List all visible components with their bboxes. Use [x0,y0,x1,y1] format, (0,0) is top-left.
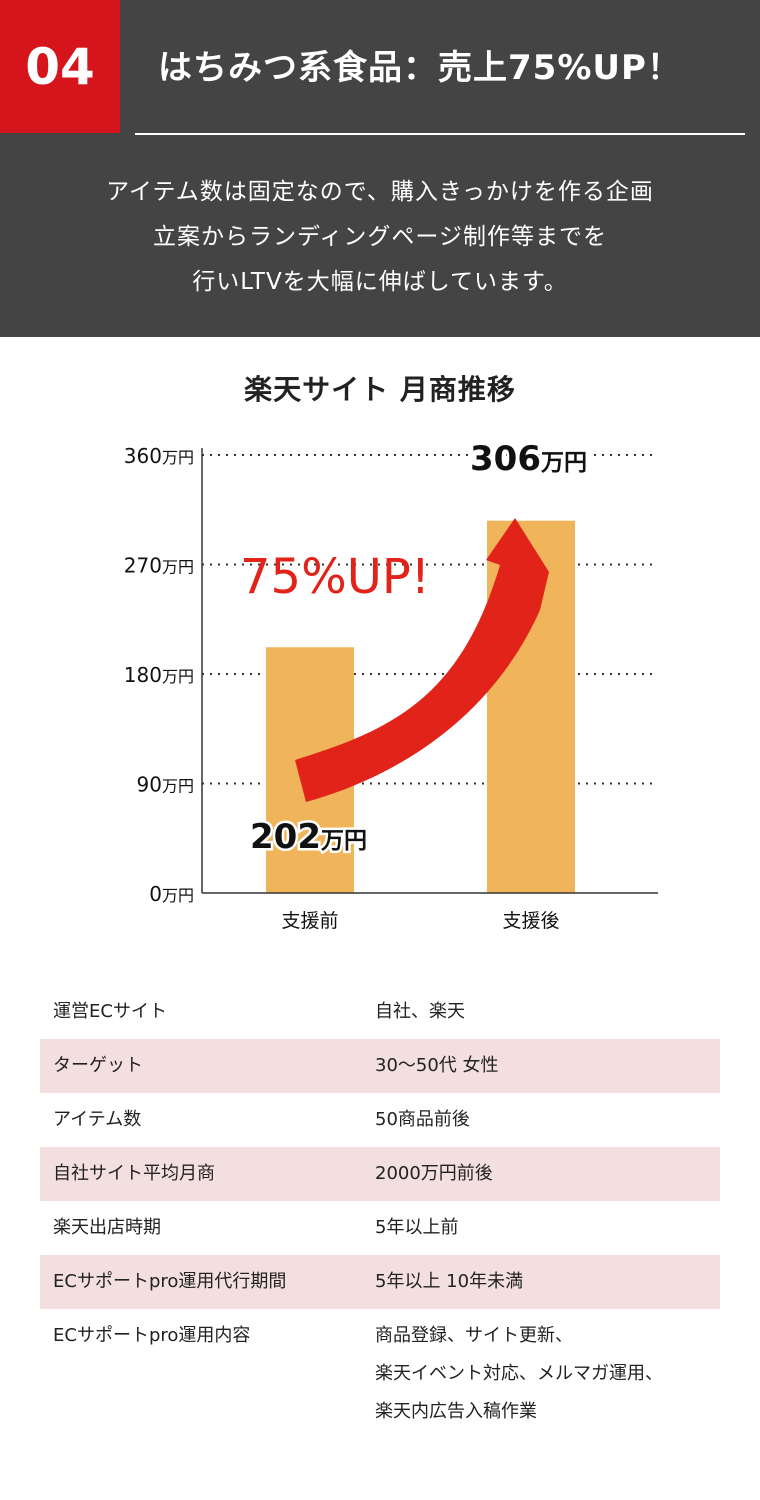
table-row: 運営ECサイト 自社、楽天 [40,985,720,1039]
case-number-badge: 04 [0,0,120,133]
row-value-line: 商品登録、サイト更新、 [375,1325,573,1346]
table-row: ECサポートpro運用内容 商品登録、サイト更新、楽天イベント対応、メルマガ運用、… [40,1309,720,1431]
growth-annotation: 75%UP! [240,549,430,605]
table-row: ターゲット 30〜50代 女性 [40,1039,720,1093]
row-value-line: 2000万円前後 [375,1163,493,1184]
table-row: 楽天出店時期 5年以上前 [40,1201,720,1255]
case-title: はちみつ系食品：売上75%UP！ [158,48,682,88]
y-tick-label: 180万円 [124,663,194,687]
chart-title: 楽天サイト 月商推移 [244,373,516,406]
y-tick-label: 90万円 [137,773,194,797]
case-info-table: 運営ECサイト 自社、楽天ターゲット 30〜50代 女性アイテム数 50商品前後自社サ… [40,985,720,1431]
description-line: 立案からランディングページ制作等までを [153,224,607,250]
table-row: アイテム数 50商品前後 [40,1093,720,1147]
row-value: 5年以上前 [375,1201,720,1255]
row-value-line: 5年以上前 [375,1217,459,1238]
table-row: ECサポートpro運用代行期間 5年以上 10年未満 [40,1255,720,1309]
growth-arrow [295,518,549,802]
row-value-line: 5年以上 10年未満 [375,1271,524,1292]
row-value: 自社、楽天 [375,985,720,1039]
case-description: アイテム数は固定なので、購入きっかけを作る企画 立案からランディングページ制作等… [0,170,760,305]
row-label: ECサポートpro運用代行期間 [53,1271,287,1292]
description-line: 行いLTVを大幅に伸ばしています。 [192,269,568,295]
value-label-after: 306万円 [470,439,587,479]
row-label: 自社サイト平均月商 [53,1163,215,1184]
value-label-before: 202万円 [250,817,367,857]
row-value-line: 50商品前後 [375,1109,470,1130]
x-tick-label: 支援後 [502,910,559,932]
row-value: 30〜50代 女性 [375,1039,720,1093]
row-label: ターゲット [53,1055,143,1076]
row-value-line: 30〜50代 女性 [375,1055,499,1076]
row-label: 楽天出店時期 [53,1217,161,1238]
row-value: 5年以上 10年未満 [375,1255,720,1309]
table-row: 自社サイト平均月商 2000万円前後 [40,1147,720,1201]
y-tick-label: 360万円 [124,444,194,468]
y-tick-label: 270万円 [124,554,194,578]
y-tick-label: 0万円 [149,882,194,906]
case-header: 04 はちみつ系食品：売上75%UP！ アイテム数は固定なので、購入きっかけを作… [0,0,760,337]
header-divider [135,133,745,135]
description-line: アイテム数は固定なので、購入きっかけを作る企画 [106,179,654,205]
row-value: 商品登録、サイト更新、楽天イベント対応、メルマガ運用、 楽天内広告入稿作業 [375,1309,720,1431]
row-value-line: 楽天イベント対応、メルマガ運用、 [375,1363,663,1384]
x-tick-label: 支援前 [281,910,338,932]
row-value-line: 楽天内広告入稿作業 [375,1401,537,1422]
row-value-line: 自社、楽天 [375,1001,465,1022]
row-value: 50商品前後 [375,1093,720,1147]
row-label: 運営ECサイト [53,1001,167,1022]
row-value: 2000万円前後 [375,1147,720,1201]
row-label: ECサポートpro運用内容 [53,1325,251,1346]
row-label: アイテム数 [53,1109,142,1130]
